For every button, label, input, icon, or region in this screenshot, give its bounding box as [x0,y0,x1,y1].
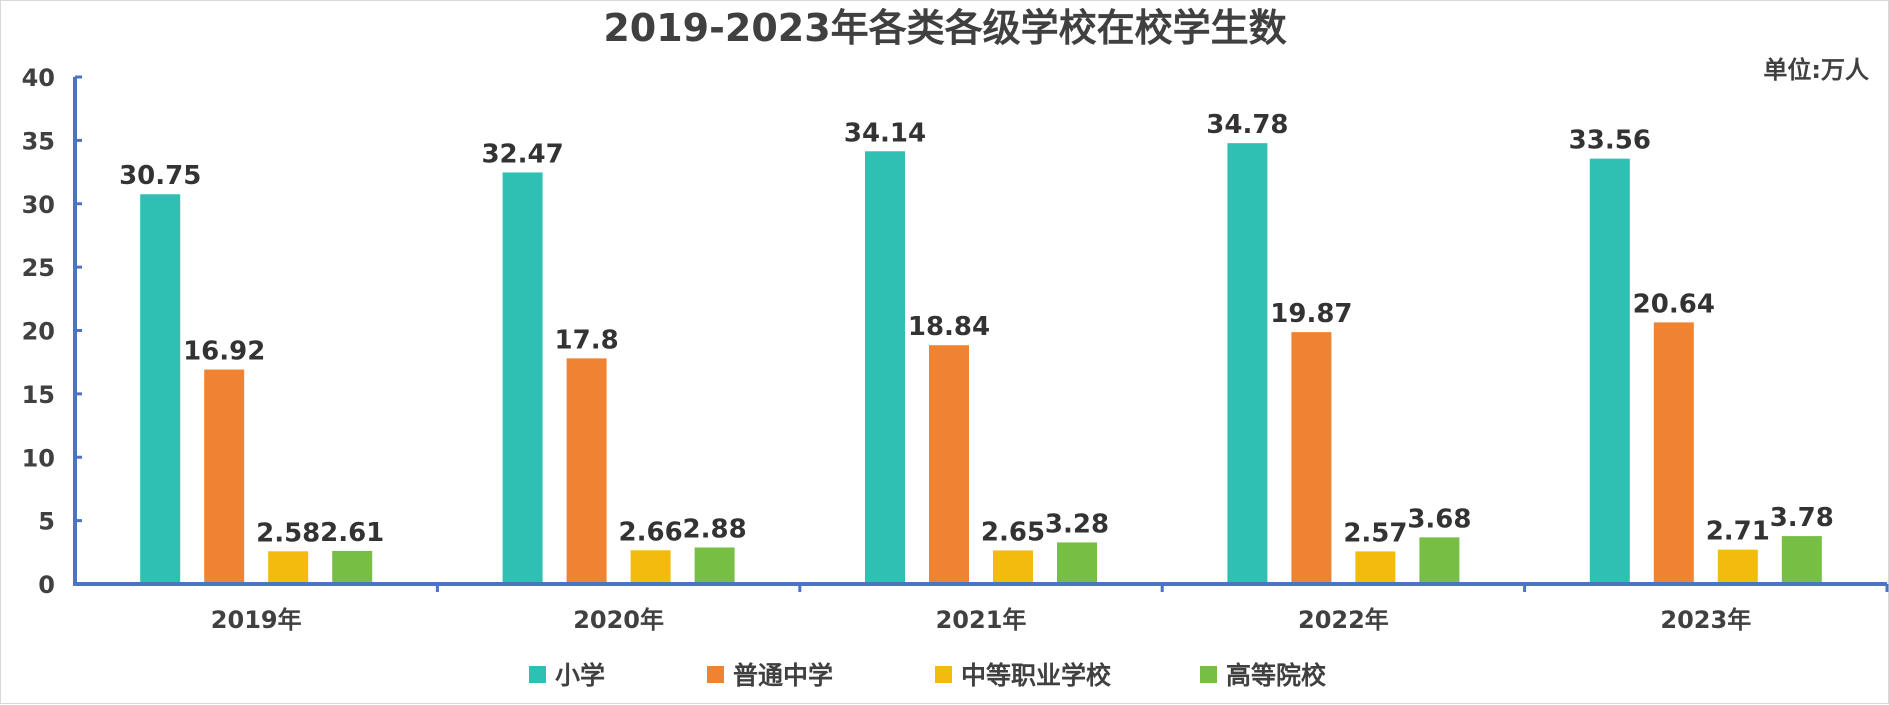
data-label: 20.64 [1633,289,1715,319]
bar [332,550,373,584]
bar [993,550,1033,584]
bar [1227,143,1268,584]
bar [865,151,905,584]
data-label: 3.78 [1770,503,1834,533]
x-tick-label: 2021年 [936,606,1027,634]
chart-title: 2019-2023年各类各级学校在校学生数 [603,6,1286,50]
data-label: 2.58 [256,518,320,548]
data-label: 2.65 [981,517,1045,547]
y-tick-label: 40 [22,64,55,92]
data-label: 16.92 [183,337,265,367]
data-label: 3.68 [1407,504,1471,534]
x-tick-label: 2019年 [211,606,302,634]
bar [204,369,245,584]
legend-swatch [707,666,724,683]
data-label: 2.71 [1706,517,1770,547]
data-label: 2.61 [320,518,384,548]
legend-label: 中等职业学校 [961,661,1112,690]
legend-swatch [935,666,952,683]
bar [1355,551,1396,584]
data-label: 30.75 [119,161,201,191]
legend-label: 小学 [555,661,605,690]
y-axis-ticks: 0 5 10 15 20 25 30 35 40 [22,64,82,599]
bar [1291,332,1332,584]
x-tick-label: 2023年 [1660,606,1751,634]
data-label: 32.47 [481,139,563,169]
bar [502,172,543,584]
data-label: 2.57 [1343,518,1407,548]
data-label: 18.84 [908,312,990,342]
y-tick-label: 5 [38,508,55,536]
axes-group [73,77,1889,592]
x-tick-label: 2020年 [573,606,664,634]
bar [1589,158,1630,584]
data-label: 34.78 [1206,110,1288,140]
data-label: 3.28 [1045,509,1109,539]
bar [140,194,181,584]
data-label: 17.8 [555,325,619,355]
data-labels-group: 30.75 16.92 2.58 2.61 32.47 17.8 2.66 2.88 34.14… [119,110,1834,548]
y-tick-label: 0 [38,571,55,599]
bar [1057,542,1097,584]
legend-swatch [529,666,546,683]
y-tick-label: 30 [22,191,55,219]
legend-label: 普通中学 [733,661,833,690]
legend-swatch [1200,666,1217,683]
bar [694,547,735,584]
data-label: 2.66 [619,517,683,547]
bar-series-group [140,143,1822,584]
bar [1717,549,1758,584]
bar [630,550,671,584]
y-tick-label: 10 [22,444,55,472]
y-tick-label: 15 [22,381,55,409]
legend-label: 高等院校 [1226,661,1327,690]
bar [566,358,607,584]
bar [1419,537,1460,584]
legend: 小学 普通中学 中等职业学校 高等院校 [529,661,1327,690]
bar [1781,536,1822,584]
bar [268,551,309,584]
bar [1653,322,1694,584]
data-label: 2.88 [683,514,747,544]
y-tick-label: 35 [22,127,55,155]
x-axis-ticks: 2019年 2020年 2021年 2022年 2023年 [211,606,1751,634]
x-tick-label: 2022年 [1298,606,1389,634]
unit-label: 单位:万人 [1763,56,1869,84]
y-tick-label: 25 [22,254,55,282]
data-label: 19.87 [1270,299,1352,329]
y-tick-label: 20 [22,318,55,346]
bar [929,345,969,584]
data-label: 33.56 [1569,126,1651,156]
data-label: 34.14 [844,118,926,148]
